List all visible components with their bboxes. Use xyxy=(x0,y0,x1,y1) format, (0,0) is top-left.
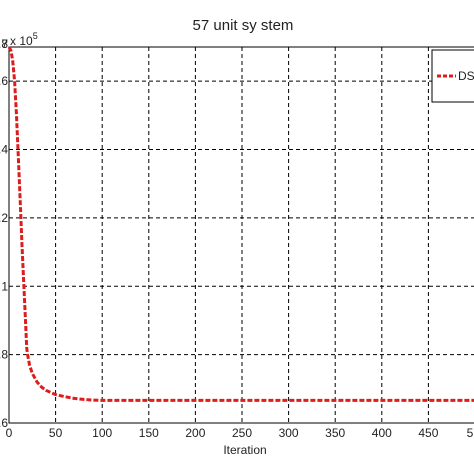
y-tick-label: 1 xyxy=(1,279,8,293)
y-tick-label: .6 xyxy=(0,74,8,88)
x-tick-label: 350 xyxy=(325,426,345,440)
x-tick-label: 200 xyxy=(185,426,205,440)
y-tick-label: .8 xyxy=(0,37,8,51)
y-multiplier-base: x 10 xyxy=(10,34,33,48)
legend: DSA xyxy=(431,49,474,103)
x-tick-label: 450 xyxy=(418,426,438,440)
y-tick-label: .2 xyxy=(0,211,8,225)
x-tick-label: 5 xyxy=(467,426,474,440)
x-tick-label: 400 xyxy=(372,426,392,440)
x-tick-label: 100 xyxy=(92,426,112,440)
plot-frame xyxy=(8,46,474,424)
y-multiplier-label: x 105 xyxy=(10,31,38,48)
series-line-0 xyxy=(7,46,474,402)
x-tick-label: 250 xyxy=(232,426,252,440)
y-multiplier-exponent: 5 xyxy=(33,31,38,41)
y-tick-label: 7 xyxy=(1,37,8,51)
x-tick-label: 300 xyxy=(279,426,299,440)
y-tick-label: .8 xyxy=(0,348,8,362)
x-axis-label: Iteration xyxy=(223,443,266,457)
x-tick-label: 50 xyxy=(49,426,63,440)
chart-title: 57 unit sy stem xyxy=(193,17,294,34)
grid-lines xyxy=(9,47,474,423)
y-tick-label: .6 xyxy=(0,416,8,430)
y-tick-labels: .6.81.2.4.6.87 xyxy=(0,37,8,430)
legend-label-dsa: DSA xyxy=(458,69,474,83)
x-tick-label: 150 xyxy=(139,426,159,440)
series-group xyxy=(7,46,474,402)
y-tick-label: .4 xyxy=(0,143,8,157)
x-tick-label: 0 xyxy=(6,426,13,440)
x-tick-labels: 0 50 100 150 200 250 300 350 400 450 5 xyxy=(6,426,474,440)
